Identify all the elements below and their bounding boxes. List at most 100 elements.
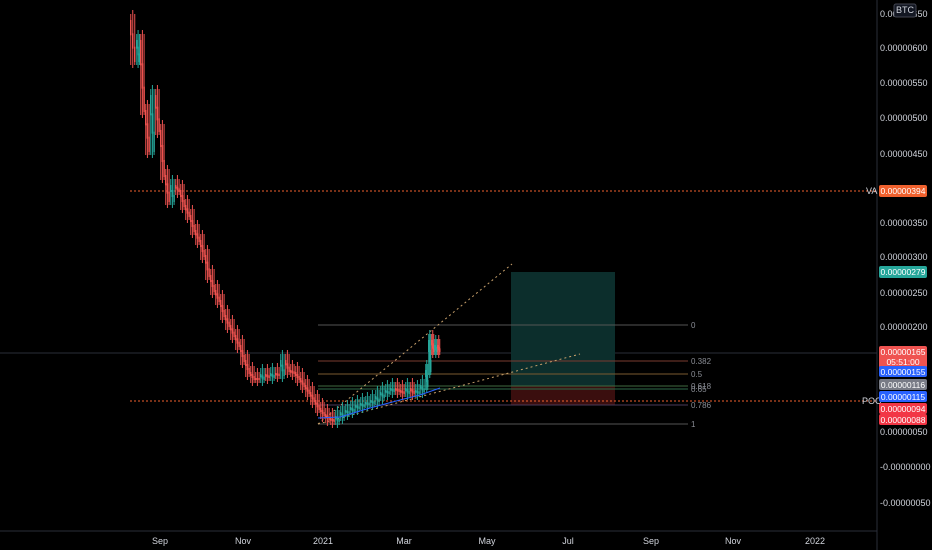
- candle-body: [221, 305, 224, 312]
- candle-body: [266, 374, 269, 378]
- candle-body: [156, 106, 159, 121]
- candle-body: [365, 402, 367, 405]
- symbol-badge[interactable]: BTC: [896, 5, 915, 15]
- candle-body: [410, 388, 412, 392]
- candle-body: [220, 300, 222, 307]
- candle-body: [170, 185, 172, 192]
- candle-body: [293, 371, 295, 374]
- price-badge-label: 0.00000165: [881, 347, 926, 357]
- candle-body: [393, 389, 395, 392]
- candle-body: [160, 130, 162, 147]
- candle-body: [203, 250, 205, 257]
- candle-body: [140, 40, 142, 66]
- va-tag: VA 0.00000394: [866, 185, 927, 197]
- candle-body: [427, 380, 429, 387]
- candle-body: [368, 402, 370, 405]
- price-badge-bg: [879, 366, 927, 377]
- candle-body: [358, 406, 360, 409]
- moving-average-blue: [317, 387, 441, 419]
- candle-body: [218, 296, 220, 302]
- candle-body: [276, 373, 279, 376]
- candle-body: [330, 418, 332, 421]
- candle-body: [235, 335, 237, 341]
- time-tick-label: Mar: [396, 536, 412, 546]
- price-tick-label: 0.00000250: [880, 288, 928, 298]
- candle-body: [306, 387, 309, 392]
- upper-trendline[interactable]: [317, 263, 513, 425]
- candle-body: [263, 376, 265, 380]
- candle-body: [256, 378, 259, 380]
- candle-body: [433, 346, 435, 352]
- candle-body: [375, 396, 377, 400]
- candle-body: [355, 405, 357, 408]
- candle-body: [130, 20, 132, 36]
- price-badge-countdown: 05:51:00: [886, 357, 919, 367]
- candle-body: [420, 385, 422, 389]
- candle-body: [391, 388, 394, 392]
- candle-body: [310, 392, 312, 397]
- candle-body: [210, 275, 212, 282]
- candle-body: [361, 403, 364, 407]
- candle-body: [333, 419, 335, 422]
- time-tick-label: 2021: [313, 536, 333, 546]
- candle-body: [236, 338, 239, 344]
- candle-body: [350, 407, 352, 410]
- price-badge-label: 0.00000115: [881, 392, 926, 402]
- lower-trendline[interactable]: [317, 353, 581, 425]
- candle-body: [201, 245, 204, 252]
- candle-body: [341, 413, 344, 417]
- fib-level-label: 0.5: [691, 370, 703, 379]
- candle-body: [261, 375, 264, 379]
- candle-body: [173, 195, 175, 202]
- candle-body: [400, 390, 402, 393]
- candle-body: [295, 372, 297, 376]
- candle-body: [233, 331, 235, 337]
- time-tick-label: Sep: [152, 536, 168, 546]
- time-tick-label: Sep: [643, 536, 659, 546]
- time-tick-label: Nov: [725, 536, 742, 546]
- candle-body: [291, 370, 294, 374]
- candle-body: [151, 113, 154, 134]
- price-tick-label: 0.00000600: [880, 43, 928, 53]
- symbol-badge-bg[interactable]: [893, 3, 917, 18]
- candle-body: [325, 414, 327, 418]
- price-axis[interactable]: 0.000006500.000006000.000005500.00000500…: [880, 9, 931, 508]
- candle-body: [158, 118, 160, 132]
- candle-body: [176, 186, 179, 191]
- candle-body: [228, 321, 230, 327]
- candle-body: [206, 261, 209, 271]
- candle-body: [143, 86, 145, 112]
- candle-body: [429, 350, 431, 362]
- candle-body: [401, 390, 404, 394]
- target-zone: [511, 272, 615, 386]
- stop-zone: [511, 386, 615, 405]
- time-axis[interactable]: Sep Nov 2021 Mar May Jul Sep Nov 2022: [152, 536, 825, 546]
- candle-body: [281, 364, 284, 372]
- price-badge-label: 0.00000094: [881, 404, 926, 414]
- candle-body: [426, 375, 428, 382]
- candle-body: [370, 400, 372, 403]
- candle-body: [285, 360, 287, 366]
- price-badge-bg: [879, 379, 927, 390]
- candle-body: [331, 418, 334, 422]
- candle-body: [395, 388, 397, 391]
- va-price-badge: [879, 185, 927, 197]
- candle-body: [366, 402, 369, 405]
- va-tag-text: VA: [866, 186, 877, 196]
- candle-body: [223, 310, 225, 317]
- candle-body: [439, 348, 441, 352]
- candle-body: [241, 350, 244, 357]
- candle-body: [246, 364, 249, 370]
- candle-body: [200, 240, 202, 247]
- candle-body: [345, 410, 347, 413]
- candle-body: [300, 378, 302, 383]
- candle-body: [380, 392, 382, 396]
- candle-body: [403, 391, 405, 394]
- candle-body: [238, 341, 240, 347]
- candle-body: [183, 200, 185, 207]
- candle-body: [191, 220, 194, 227]
- candle-body: [436, 348, 438, 352]
